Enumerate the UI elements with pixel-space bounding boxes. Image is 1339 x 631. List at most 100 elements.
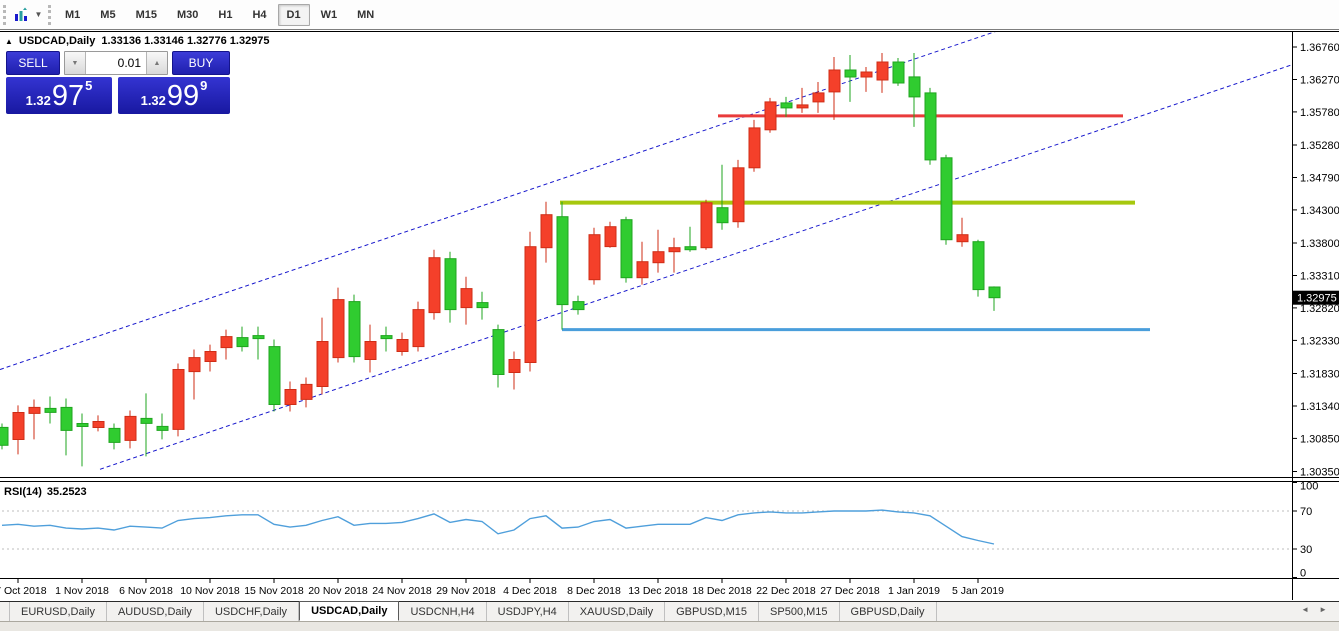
candle-body xyxy=(60,406,73,431)
candle-body xyxy=(252,335,265,340)
tabs-scroll-left-icon[interactable]: ◄ xyxy=(1301,605,1309,614)
candle-body xyxy=(972,241,985,291)
chart-tab-usdjpy-h4[interactable]: USDJPY,H4 xyxy=(487,602,569,621)
tab-spacer xyxy=(0,602,10,621)
timeframe-toolbar: ▼ M1 M5 M15 M30 H1 H4 D1 W1 MN xyxy=(0,0,1339,30)
buy-price-sup: 9 xyxy=(200,78,208,93)
chart-tab-usdchf-daily[interactable]: USDCHF,Daily xyxy=(204,602,300,621)
volume-value[interactable]: 0.01 xyxy=(117,56,141,70)
candle-body xyxy=(44,407,57,413)
candle-body xyxy=(284,389,297,405)
candle-body xyxy=(460,288,473,309)
date-axis-label: 10 Nov 2018 xyxy=(180,585,240,597)
candle-body xyxy=(364,341,377,360)
price-axis-label: 1.30350 xyxy=(1300,467,1339,479)
price-axis-label: 1.35280 xyxy=(1300,140,1339,152)
price-axis-label: 1.34790 xyxy=(1300,173,1339,185)
date-axis-label: 27 Oct 2018 xyxy=(0,585,47,597)
rsi-axis-label: 30 xyxy=(1300,544,1312,556)
channel-upper-trendline[interactable] xyxy=(0,31,1000,370)
date-axis-label: 20 Nov 2018 xyxy=(308,585,368,597)
timeframe-button-m1[interactable]: M1 xyxy=(56,4,89,26)
candle-body xyxy=(940,157,953,241)
volume-stepper: ▼ 0.01 ▲ xyxy=(64,51,168,75)
price-chart-canvas[interactable]: 1.36760 1.36270 1.35780 1.35280 1.34790 1.343… xyxy=(0,31,1339,601)
timeframe-button-h1[interactable]: H1 xyxy=(209,4,241,26)
one-click-trade-panel: SELL ▼ 0.01 ▲ BUY 1.32 97 5 1.32 99 9 xyxy=(6,51,230,114)
candle-body xyxy=(332,299,345,359)
rsi-axis-label: 70 xyxy=(1300,506,1312,518)
timeframes-icon[interactable] xyxy=(10,4,32,26)
chart-tab-xauusd-daily[interactable]: XAUUSD,Daily xyxy=(569,602,666,621)
date-axis-label: 29 Nov 2018 xyxy=(436,585,496,597)
candle-body xyxy=(28,406,41,414)
chart-background xyxy=(0,31,1339,600)
date-axis-label: 5 Jan 2019 xyxy=(952,585,1004,597)
price-axis-label: 1.33800 xyxy=(1300,238,1339,250)
candle-body xyxy=(540,214,553,249)
toolbar-grip-2[interactable] xyxy=(48,4,51,25)
candle-body xyxy=(0,426,9,446)
buy-price-box[interactable]: 1.32 99 9 xyxy=(118,77,230,114)
date-axis-label: 13 Dec 2018 xyxy=(628,585,688,597)
candle-body xyxy=(348,301,361,358)
candle-body xyxy=(476,302,489,309)
volume-decrease-icon[interactable]: ▼ xyxy=(65,52,86,74)
volume-increase-icon[interactable]: ▲ xyxy=(146,52,167,74)
dropdown-caret-icon[interactable]: ▼ xyxy=(32,4,45,26)
timeframe-button-w1[interactable]: W1 xyxy=(312,4,347,26)
candle-body xyxy=(764,101,777,131)
candle-body xyxy=(876,61,889,81)
chart-tab-gbpusd-daily[interactable]: GBPUSD,Daily xyxy=(840,602,937,621)
candle-body xyxy=(444,258,457,311)
timeframe-button-m15[interactable]: M15 xyxy=(127,4,166,26)
candle-body xyxy=(860,71,873,78)
candle-body xyxy=(204,351,217,362)
chart-tab-usdcnh-h4[interactable]: USDCNH,H4 xyxy=(399,602,487,621)
candle-body xyxy=(780,102,793,109)
chart-symbol: USDCAD,Daily xyxy=(18,35,96,47)
timeframe-button-m30[interactable]: M30 xyxy=(168,4,207,26)
candle-body xyxy=(508,359,521,373)
buy-button[interactable]: BUY xyxy=(172,51,230,75)
chart-tab-bar: EURUSD,Daily AUDUSD,Daily USDCHF,Daily USDC… xyxy=(0,601,1339,621)
candle-body xyxy=(124,415,137,441)
candle-body xyxy=(892,61,905,84)
price-axis-label: 1.35780 xyxy=(1300,107,1339,119)
chart-tab-gbpusd-m15[interactable]: GBPUSD,M15 xyxy=(665,602,760,621)
candle-body xyxy=(716,207,729,224)
candle-body xyxy=(380,335,393,340)
sell-price-sup: 5 xyxy=(85,78,93,93)
candle-body xyxy=(268,346,281,406)
tabs-scroll-right-icon[interactable]: ► xyxy=(1319,605,1327,614)
date-axis-label: 8 Dec 2018 xyxy=(567,585,621,597)
toolbar-grip[interactable] xyxy=(3,4,6,25)
date-axis-label: 4 Dec 2018 xyxy=(503,585,557,597)
candle-body xyxy=(12,412,25,440)
chart-title: ▲ USDCAD,Daily 1.33136 1.33146 1.32776 1… xyxy=(5,35,270,47)
date-axis-label: 1 Jan 2019 xyxy=(888,585,940,597)
price-axis-label: 1.30850 xyxy=(1300,433,1339,445)
sell-button[interactable]: SELL xyxy=(6,51,60,75)
candle-body xyxy=(684,246,697,251)
timeframe-button-d1[interactable]: D1 xyxy=(277,3,310,26)
timeframe-button-mn[interactable]: MN xyxy=(348,4,383,26)
symbol-triangle-icon: ▲ xyxy=(5,36,13,46)
chart-tab-usdcad-daily[interactable]: USDCAD,Daily xyxy=(299,601,400,621)
candle-body xyxy=(396,339,409,352)
price-axis-label: 1.31830 xyxy=(1300,369,1339,381)
candle-body xyxy=(92,421,105,428)
rsi-value: 35.2523 xyxy=(46,486,87,498)
chart-tab-audusd-daily[interactable]: AUDUSD,Daily xyxy=(107,602,204,621)
timeframe-button-m5[interactable]: M5 xyxy=(91,4,124,26)
timeframe-button-h4[interactable]: H4 xyxy=(243,4,275,26)
candle-body xyxy=(748,127,761,169)
candle-body xyxy=(300,383,313,400)
sell-price-box[interactable]: 1.32 97 5 xyxy=(6,77,112,114)
candle-body xyxy=(316,341,329,387)
candle-body xyxy=(236,337,249,348)
candle-body xyxy=(524,246,537,363)
chart-tab-sp500-m15[interactable]: SP500,M15 xyxy=(759,602,840,621)
rsi-indicator-label: RSI(14) 35.2523 xyxy=(4,486,87,498)
chart-tab-eurusd-daily[interactable]: EURUSD,Daily xyxy=(10,602,107,621)
